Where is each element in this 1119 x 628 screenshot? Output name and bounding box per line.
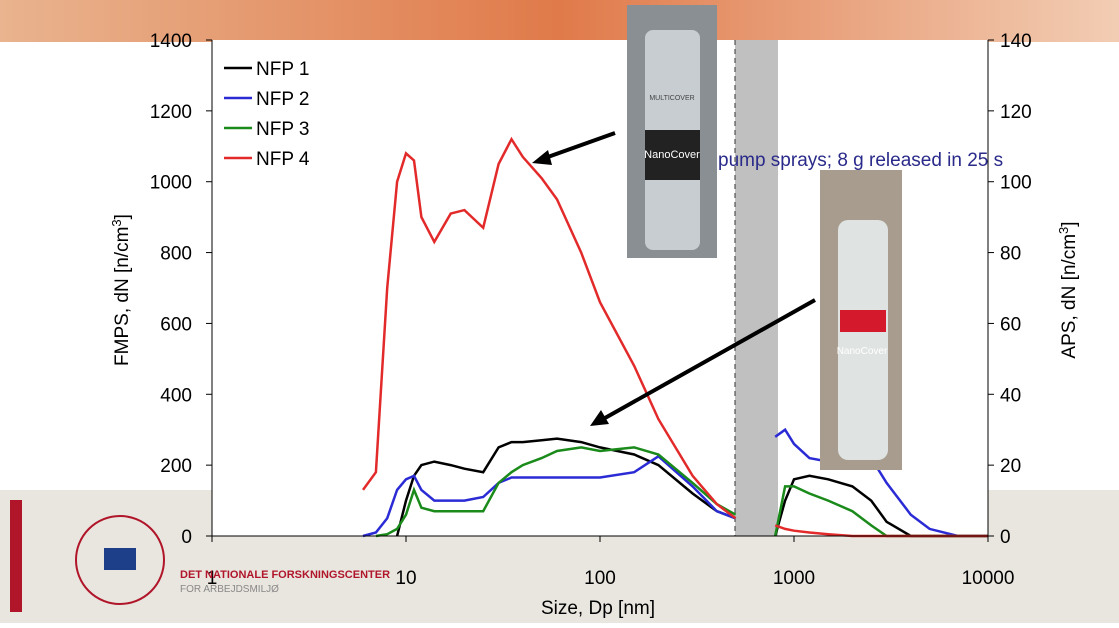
label-part: 3 [109, 219, 124, 226]
legend-label: NFP 1 [256, 59, 310, 80]
label-part: FMPS, dN [n/cm [112, 227, 133, 366]
x-tick-label: 1000 [773, 568, 815, 589]
y-tick-label: 1000 [150, 173, 192, 194]
gap-band [735, 40, 778, 536]
logo-text: FOR ARBEJDSMILJØ [180, 584, 279, 595]
y-tick-label: 1400 [150, 31, 192, 52]
legend-label: NFP 4 [256, 149, 310, 170]
slide: 0 200 400 600 800 1000 1200 1400 0 20 40 60 80 100 120… [0, 0, 1119, 623]
photo-text: NanoCover [837, 346, 888, 357]
y-tick-label: 200 [160, 456, 192, 477]
y2-tick-label: 120 [1000, 102, 1032, 123]
y-tick-label: 0 [181, 527, 192, 548]
label-part: 3 [1056, 227, 1071, 234]
y-tick-label: 1200 [150, 102, 192, 123]
y2-tick-label: 20 [1000, 456, 1021, 477]
y2-tick-label: 140 [1000, 31, 1032, 52]
y2-tick-label: 100 [1000, 173, 1032, 194]
x-axis-label: Size, Dp [nm] [541, 598, 655, 619]
bottle-body [838, 220, 888, 460]
label-part: APS, dN [n/cm [1059, 234, 1080, 359]
label-part: ] [112, 214, 133, 219]
y2-tick-label: 40 [1000, 385, 1021, 406]
label-part: ] [1059, 221, 1080, 226]
logo-crown [104, 548, 136, 570]
x-tick-label: 10 [395, 568, 416, 589]
legend-label: NFP 2 [256, 89, 310, 110]
y2-tick-label: 0 [1000, 527, 1011, 548]
x-tick-label: 100 [584, 568, 616, 589]
y2-axis-label: APS, dN [n/cm3] [1056, 221, 1080, 358]
photo-text: NanoCover [644, 149, 700, 161]
annotation: pump sprays; 8 g released in 25 s [718, 150, 1003, 171]
y2-tick-label: 60 [1000, 314, 1021, 335]
y2-tick-label: 80 [1000, 244, 1021, 265]
bottle-label [840, 310, 886, 332]
photo-bottle: NanoCover [820, 170, 902, 470]
logo-text: DET NATIONALE FORSKNINGSCENTER [180, 569, 390, 581]
x-tick-label: 10000 [962, 568, 1015, 589]
y-tick-label: 800 [160, 244, 192, 265]
photo-text: MULTICOVER [649, 95, 694, 102]
legend-label: NFP 3 [256, 119, 310, 140]
footer-bar [10, 500, 22, 612]
y-tick-label: 400 [160, 385, 192, 406]
photo-can: MULTICOVER NanoCover [627, 5, 717, 258]
y-tick-label: 600 [160, 314, 192, 335]
y-axis-label: FMPS, dN [n/cm3] [109, 214, 133, 366]
